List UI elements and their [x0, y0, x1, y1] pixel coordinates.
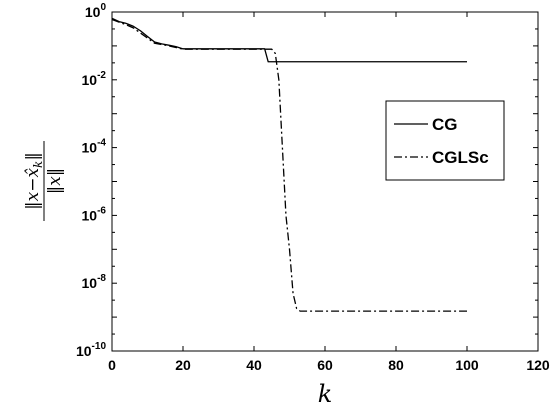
- x-tick-label: 80: [388, 357, 404, 373]
- legend-label-cg: CG: [432, 115, 458, 134]
- y-axis-label-numerator: ‖x−x̂k‖: [23, 152, 45, 210]
- y-tick-label: 10-2: [82, 70, 107, 88]
- y-tick-label: 100: [85, 2, 107, 20]
- y-tick-label: 10-6: [82, 205, 107, 223]
- y-axis-label-denominator: ‖x‖: [45, 168, 65, 195]
- plot-area-frame: [111, 11, 539, 352]
- series-line-cglsc: [111, 18, 467, 312]
- legend-box: [385, 100, 505, 181]
- series-lines: [111, 17, 467, 312]
- x-axis-label: k: [318, 380, 333, 408]
- x-tick-label: 100: [455, 357, 479, 373]
- legend: CG CGLSc: [385, 100, 505, 181]
- series-line-cg: [111, 17, 467, 63]
- legend-label-cglsc: CGLSc: [432, 148, 489, 167]
- x-tick-label: 40: [246, 357, 262, 373]
- x-tick-label: 0: [108, 357, 116, 373]
- y-tick-label: 10-10: [76, 341, 106, 359]
- x-tick-label: 60: [317, 357, 333, 373]
- y-tick-label: 10-8: [82, 273, 107, 291]
- x-tick-label: 120: [526, 357, 550, 373]
- tick-labels: 0 20 40 60 80 100 120 100 10-2 10-4 10-6 10-8 10-10: [76, 2, 550, 373]
- ticks-layer: [111, 11, 539, 352]
- y-tick-label: 10-4: [82, 138, 107, 156]
- y-axis-label: ‖x−x̂k‖ ‖x‖: [23, 141, 65, 221]
- x-tick-label: 20: [175, 357, 191, 373]
